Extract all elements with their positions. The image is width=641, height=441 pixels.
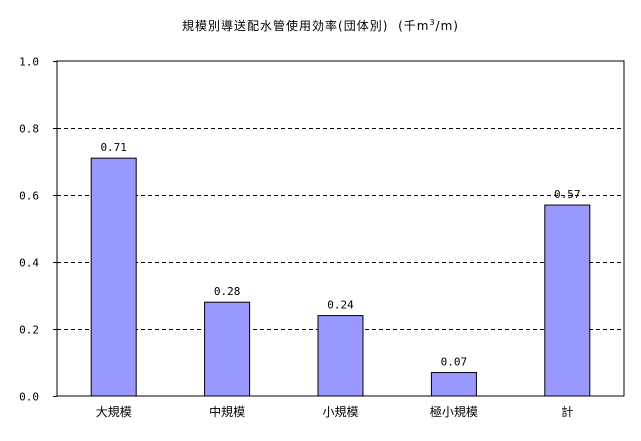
x-tick-label: 中規模 (209, 404, 245, 419)
y-tick-label: 0.0 (19, 391, 39, 404)
data-label: 0.07 (441, 356, 468, 369)
y-tick-label: 0.2 (19, 324, 39, 337)
y-tick-label: 0.8 (19, 123, 39, 136)
x-tick-label: 極小規模 (430, 404, 478, 419)
bar (204, 301, 251, 397)
y-tick-label: 0.4 (19, 257, 39, 270)
chart-unit-prefix: (千m (398, 19, 430, 33)
y-tick-label: 1.0 (19, 56, 39, 69)
chart-unit-sup: 3 (429, 18, 436, 27)
data-label: 0.57 (554, 188, 581, 201)
bar (544, 204, 591, 397)
bar (317, 315, 364, 397)
bar (90, 157, 137, 397)
chart-unit-suffix: /m) (435, 19, 459, 33)
x-tick-label: 大規模 (96, 404, 132, 419)
data-label: 0.71 (100, 141, 127, 154)
y-tick-label: 0.6 (19, 190, 39, 203)
chart-title-text: 規模別導送配水管使用効率(団体別) (182, 19, 389, 33)
data-label: 0.28 (214, 285, 241, 298)
x-tick-label: 計 (561, 404, 573, 419)
x-tick-label: 小規模 (322, 404, 358, 419)
bar (430, 372, 477, 397)
chart-title: 規模別導送配水管使用効率(団体別) (千m3/m) (0, 17, 641, 34)
data-label: 0.24 (327, 299, 354, 312)
